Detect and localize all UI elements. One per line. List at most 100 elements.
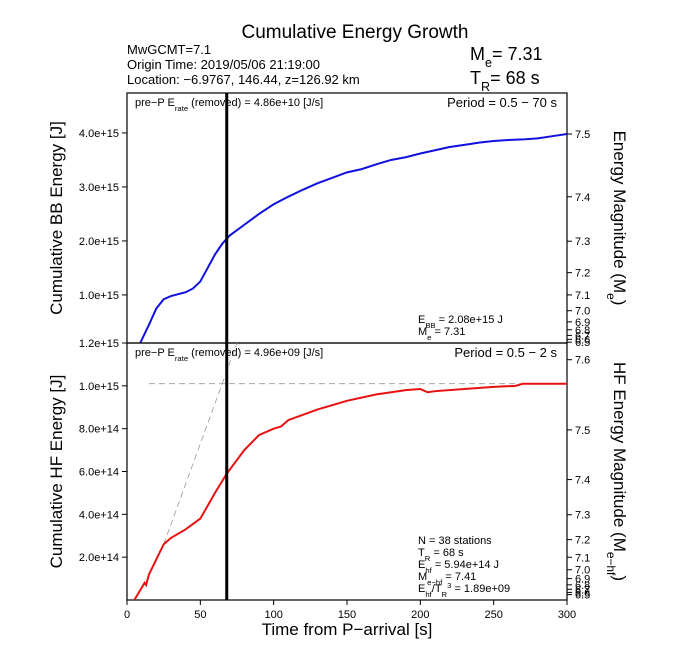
y2-tick-label: 7.2: [575, 535, 590, 547]
annotation: pre−P Erate (removed) = 4.96e+09 [J/s]: [135, 347, 323, 363]
y2-axis-label-sub: e: [604, 293, 618, 300]
note-part: = 7.31: [431, 326, 465, 338]
x-axis-label: Time from P−arrival [s]: [262, 620, 433, 639]
annotation: Period = 0.5 − 2 s: [454, 345, 557, 360]
note-part: M: [418, 326, 427, 338]
y2-tick-label: 7.6: [575, 355, 590, 367]
note-sub: hf: [425, 590, 432, 599]
annotation: Period = 0.5 − 70 s: [447, 95, 557, 110]
summary-line-part: T: [470, 68, 481, 88]
annotation-sub: rate: [175, 354, 188, 363]
chart-title: Cumulative Energy Growth: [241, 22, 468, 43]
y2-tick-label: 6.5: [575, 337, 590, 349]
note: TR = 68 s: [418, 547, 464, 563]
annotation-part: (removed) = 4.96e+09 [J/s]: [188, 347, 323, 359]
note: Me−hf = 7.41: [418, 571, 476, 587]
summary-line: TR= 68 s: [470, 68, 540, 94]
note: Ehf = 5.94e+14 J: [418, 559, 499, 575]
x-tick-label: 50: [194, 609, 206, 621]
y2-tick-label: 7.2: [575, 268, 590, 280]
x-tick-label: 200: [411, 609, 429, 621]
reference-line: [163, 343, 238, 545]
y-tick-label: 4.0e+14: [79, 509, 119, 521]
x-tick-label: 150: [338, 609, 356, 621]
x-tick-label: 100: [264, 609, 282, 621]
note-part: = 5.94e+14 J: [432, 559, 499, 571]
y2-tick-label: 6.7: [575, 584, 590, 596]
note-part: E: [418, 583, 425, 595]
note-part: = 68 s: [430, 547, 464, 559]
y2-tick-label: 6.9: [575, 574, 590, 586]
note-sub: e−hf: [427, 578, 443, 587]
y2-axis-label: Energy Magnitude (Me): [604, 131, 629, 306]
plot-frame: [126, 342, 568, 601]
x-tick-label: 250: [484, 609, 502, 621]
y-tick-label: 1.0e+15: [79, 290, 119, 302]
y-tick-label: 1.0e+15: [79, 381, 119, 393]
info-line: Origin Time: 2019/05/06 21:19:00: [127, 57, 320, 72]
plot-area: [139, 133, 567, 343]
summary-line-sub: e: [485, 56, 492, 70]
note-part: E: [418, 559, 425, 571]
note-sub: R: [425, 554, 431, 563]
y2-tick-label: 6.9: [575, 317, 590, 329]
plot-area: [133, 343, 567, 600]
y2-axis-label-part: ): [610, 575, 629, 581]
note-sup: 3: [447, 581, 451, 590]
note-part: N = 38 stations: [418, 535, 492, 547]
note: N = 38 stations: [418, 535, 492, 547]
y2-axis-label-sub: e−hf: [604, 552, 618, 576]
y2-tick-label: 6.8: [575, 580, 590, 592]
y-tick-label: 4.0e+15: [79, 128, 119, 140]
note: EBB = 2.08e+15 J: [418, 314, 503, 330]
y2-tick-label: 7.3: [575, 236, 590, 248]
note-part: T: [418, 547, 425, 559]
x-tick-label: 0: [124, 609, 130, 621]
y2-tick-label: 7.4: [575, 192, 590, 204]
y-tick-label: 2.0e+14: [79, 552, 119, 564]
info-line: MwGCMT=7.1: [127, 42, 211, 57]
y2-tick-label: 7.1: [575, 290, 590, 302]
annotation-part: (removed) = 4.86e+10 [J/s]: [188, 97, 323, 109]
annotation: pre−P Erate (removed) = 4.86e+10 [J/s]: [135, 97, 323, 113]
y-tick-label: 2.0e+15: [79, 236, 119, 248]
summary-line: Me= 7.31: [470, 44, 543, 70]
y2-tick-label: 7.0: [575, 565, 590, 577]
x-tick-label: 300: [558, 609, 576, 621]
y2-tick-label: 6.6: [575, 587, 590, 599]
y-tick-label: 8.0e+14: [79, 424, 119, 436]
y2-tick-label: 6.6: [575, 334, 590, 346]
note-part: = 7.41: [442, 571, 476, 583]
y2-tick-label: 7.3: [575, 510, 590, 522]
series-line: [133, 382, 567, 600]
note-part: /T: [432, 583, 442, 595]
note-sub: R: [442, 590, 448, 599]
y2-tick-label: 6.8: [575, 325, 590, 337]
y2-axis-label: HF Energy Magnitude (Me−hf): [604, 362, 629, 581]
y2-tick-label: 7.0: [575, 306, 590, 318]
y2-axis-label-part: ): [610, 300, 629, 306]
y2-axis-label-part: HF Energy Magnitude (M: [610, 362, 629, 552]
summary-line-part: = 68 s: [490, 68, 540, 88]
note-sub: hf: [425, 566, 432, 575]
summary-line-part: = 7.31: [492, 44, 543, 64]
note-sub: e: [427, 333, 431, 342]
y2-tick-label: 6.7: [575, 330, 590, 342]
series-line: [139, 133, 567, 343]
info-line: Location: −6.9767, 146.44, z=126.92 km: [127, 72, 360, 87]
summary-line-part: M: [470, 44, 485, 64]
y2-axis-label-part: Energy Magnitude (M: [610, 131, 629, 294]
annotation-part: pre−P E: [135, 347, 175, 359]
note-sub: BB: [425, 321, 435, 330]
y2-tick-label: 6.5: [575, 590, 590, 602]
note-part: = 1.89e+09: [451, 583, 510, 595]
plot-frame: [126, 92, 568, 344]
y2-tick-label: 7.5: [575, 129, 590, 141]
note: Me = 7.31: [418, 326, 465, 342]
annotation-sub: rate: [175, 104, 188, 113]
y2-tick-label: 7.4: [575, 475, 590, 487]
note-part: M: [418, 571, 427, 583]
y-axis-label: Cumulative BB Energy [J]: [47, 121, 66, 315]
y-tick-label: 6.0e+14: [79, 467, 119, 479]
